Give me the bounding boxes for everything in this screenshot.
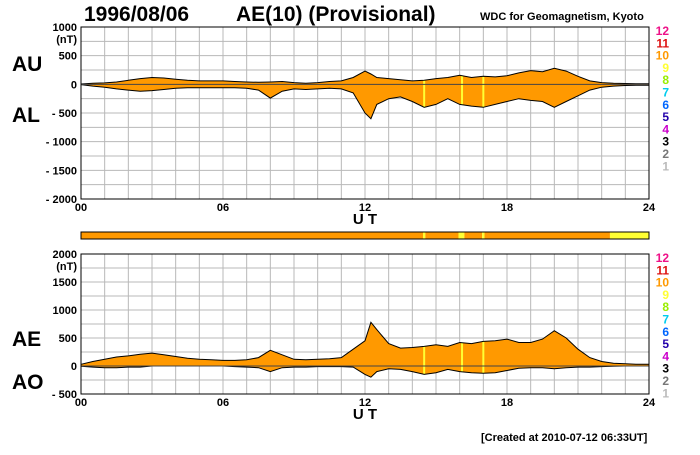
color-scale-label: 2 [662,147,669,161]
color-scale-label: 12 [656,251,670,265]
y-tick-label: 500 [59,333,77,345]
y-tick-label: - 500 [52,389,77,401]
availability-segment [484,232,610,239]
ao-label: AO [12,371,44,394]
color-scale-label: 10 [656,276,670,290]
x-tick-label: 06 [217,397,229,409]
y-tick-label: 500 [59,51,77,63]
availability-segment [464,232,483,239]
x-axis-label: U T [353,406,377,423]
availability-segment [425,232,459,239]
color-scale-label: 4 [662,349,669,363]
upper-series-line [80,321,649,365]
y-tick-label: 1000 [53,305,77,317]
lower-series-line [80,84,649,120]
color-scale-label: 7 [662,313,669,327]
availability-segment [458,232,465,239]
x-tick-label: 18 [501,202,513,214]
y-tick-label: - 1500 [46,165,77,177]
color-scale-label: 6 [662,325,669,339]
index-band-fill [81,68,649,119]
availability-segment [81,232,423,239]
index-band-fill [81,322,649,378]
color-scale-label: 9 [662,61,669,75]
y-tick-label: 1500 [53,277,77,289]
creation-timestamp: [Created at 2010-07-12 06:33UT] [481,432,648,444]
color-scale-label: 5 [662,110,669,124]
x-tick-label: 24 [643,397,656,409]
y-unit-label: (nT) [56,34,77,46]
color-scale-label: 11 [656,36,669,50]
y-tick-label: 1000 [53,22,77,34]
color-scale-label: 1 [662,159,669,173]
color-scale-label: 10 [656,49,670,63]
availability-segment [609,232,649,239]
al-label: AL [12,104,40,127]
availability-segment [482,232,485,239]
color-scale-label: 3 [662,362,669,376]
x-tick-label: 00 [75,397,87,409]
color-scale-label: 1 [662,386,669,400]
x-tick-label: 06 [217,202,229,214]
color-scale-label: 9 [662,288,669,302]
y-tick-label: 0 [71,79,77,91]
y-unit-label: (nT) [56,261,77,273]
x-tick-label: 12 [359,202,371,214]
color-scale-label: 11 [656,263,669,277]
plot-title: AE(10) (Provisional) [236,3,436,26]
availability-segment [422,232,426,239]
x-tick-label: 24 [643,202,656,214]
y-tick-label: - 500 [52,108,77,120]
color-scale-label: 3 [662,135,669,149]
availability-strip-frame [80,231,650,240]
color-scale-label: 8 [662,73,669,87]
ae-label: AE [12,328,41,351]
x-axis-label: U T [353,211,377,228]
x-tick-label: 18 [501,397,513,409]
au-label: AU [12,53,42,76]
y-tick-label: 2000 [53,249,77,261]
color-scale-label: 6 [662,98,669,112]
institution-label: WDC for Geomagnetism, Kyoto [480,11,644,23]
upper-series-line [80,67,649,85]
color-scale-label: 5 [662,337,669,351]
y-tick-label: 0 [71,361,77,373]
x-tick-label: 00 [75,202,87,214]
y-tick-label: - 2000 [46,194,77,206]
color-scale-label: 7 [662,86,669,100]
plot-frame [80,26,650,200]
color-scale-label: 2 [662,374,669,388]
color-scale-label: 8 [662,300,669,314]
y-tick-label: - 1000 [46,137,77,149]
plot-date: 1996/08/06 [84,3,190,26]
color-scale-label: 4 [662,122,669,136]
x-tick-label: 12 [359,397,371,409]
plot-frame [80,253,650,395]
color-scale-label: 12 [656,24,670,38]
